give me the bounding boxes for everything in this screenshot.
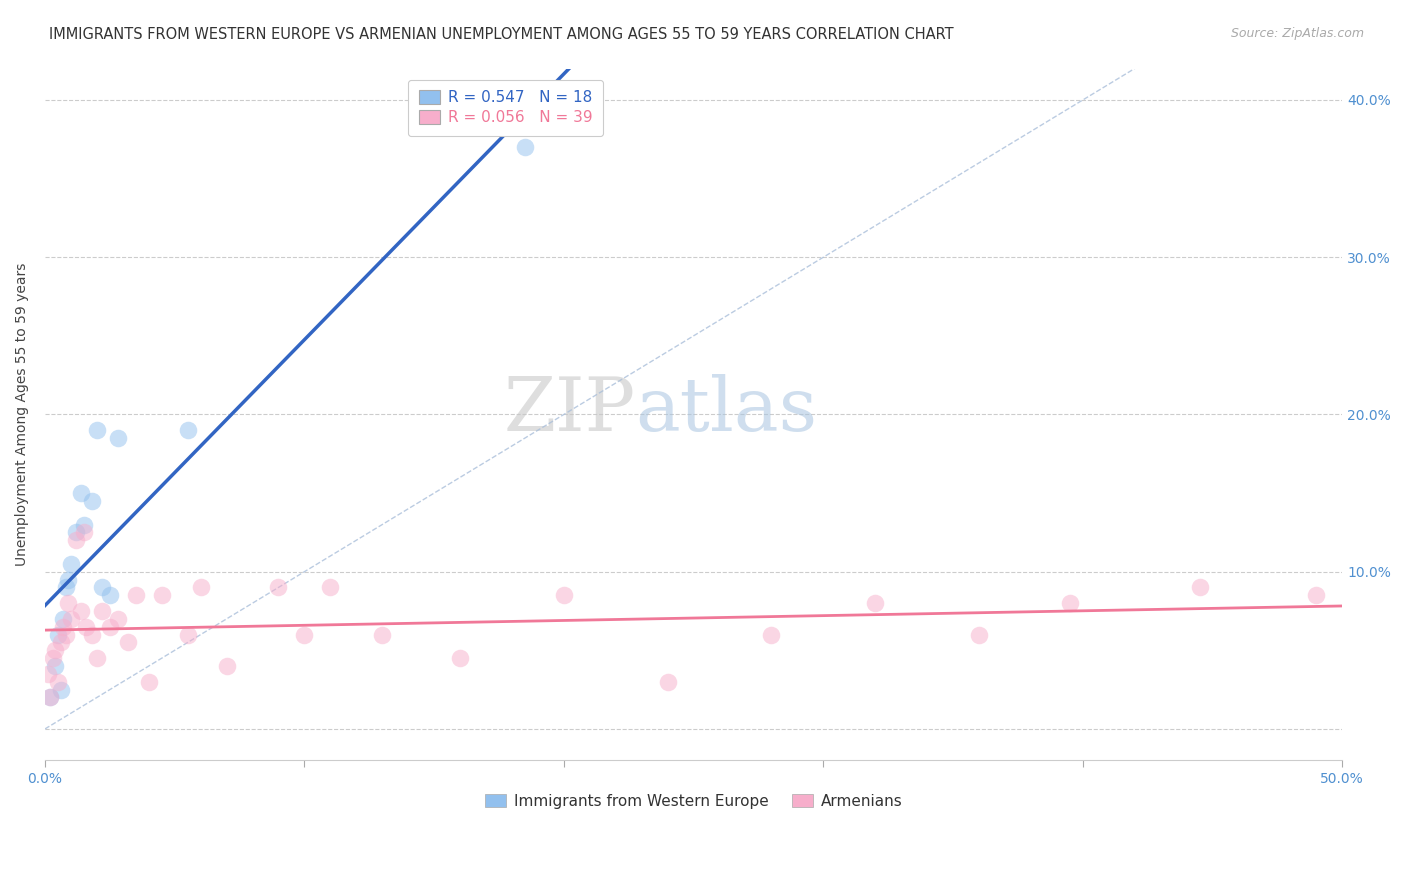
Text: Source: ZipAtlas.com: Source: ZipAtlas.com xyxy=(1230,27,1364,40)
Point xyxy=(44,643,66,657)
Point xyxy=(125,588,148,602)
Point xyxy=(65,525,87,540)
Point xyxy=(59,612,82,626)
Point xyxy=(107,612,129,626)
Legend: Immigrants from Western Europe, Armenians: Immigrants from Western Europe, Armenian… xyxy=(479,788,908,815)
Point xyxy=(513,140,536,154)
Point xyxy=(91,581,114,595)
Point xyxy=(761,627,783,641)
Point xyxy=(39,690,62,705)
Point xyxy=(98,588,121,602)
Point xyxy=(46,627,69,641)
Point xyxy=(52,612,75,626)
Point xyxy=(44,659,66,673)
Point xyxy=(55,581,77,595)
Point xyxy=(52,620,75,634)
Point xyxy=(1188,581,1211,595)
Point xyxy=(107,431,129,445)
Point xyxy=(1059,596,1081,610)
Point xyxy=(86,651,108,665)
Point xyxy=(73,517,96,532)
Point xyxy=(371,627,394,641)
Point xyxy=(58,573,80,587)
Point xyxy=(42,651,65,665)
Point xyxy=(267,581,290,595)
Point xyxy=(449,651,471,665)
Point xyxy=(65,533,87,548)
Point xyxy=(86,423,108,437)
Point xyxy=(657,674,679,689)
Point xyxy=(91,604,114,618)
Text: atlas: atlas xyxy=(636,375,817,448)
Point xyxy=(49,635,72,649)
Point xyxy=(37,666,59,681)
Point xyxy=(73,525,96,540)
Point xyxy=(294,627,316,641)
Point xyxy=(98,620,121,634)
Point xyxy=(1305,588,1327,602)
Point xyxy=(49,682,72,697)
Point xyxy=(55,627,77,641)
Y-axis label: Unemployment Among Ages 55 to 59 years: Unemployment Among Ages 55 to 59 years xyxy=(15,263,30,566)
Text: ZIP: ZIP xyxy=(503,375,636,448)
Point xyxy=(70,604,93,618)
Point xyxy=(80,627,103,641)
Point xyxy=(76,620,98,634)
Point xyxy=(176,627,198,641)
Point xyxy=(46,674,69,689)
Point xyxy=(150,588,173,602)
Point xyxy=(58,596,80,610)
Point xyxy=(117,635,139,649)
Text: IMMIGRANTS FROM WESTERN EUROPE VS ARMENIAN UNEMPLOYMENT AMONG AGES 55 TO 59 YEAR: IMMIGRANTS FROM WESTERN EUROPE VS ARMENI… xyxy=(49,27,953,42)
Point xyxy=(39,690,62,705)
Point xyxy=(215,659,238,673)
Point xyxy=(70,486,93,500)
Point xyxy=(190,581,212,595)
Point xyxy=(967,627,990,641)
Point xyxy=(865,596,887,610)
Point xyxy=(59,557,82,571)
Point xyxy=(319,581,342,595)
Point xyxy=(176,423,198,437)
Point xyxy=(138,674,160,689)
Point xyxy=(553,588,575,602)
Point xyxy=(80,494,103,508)
